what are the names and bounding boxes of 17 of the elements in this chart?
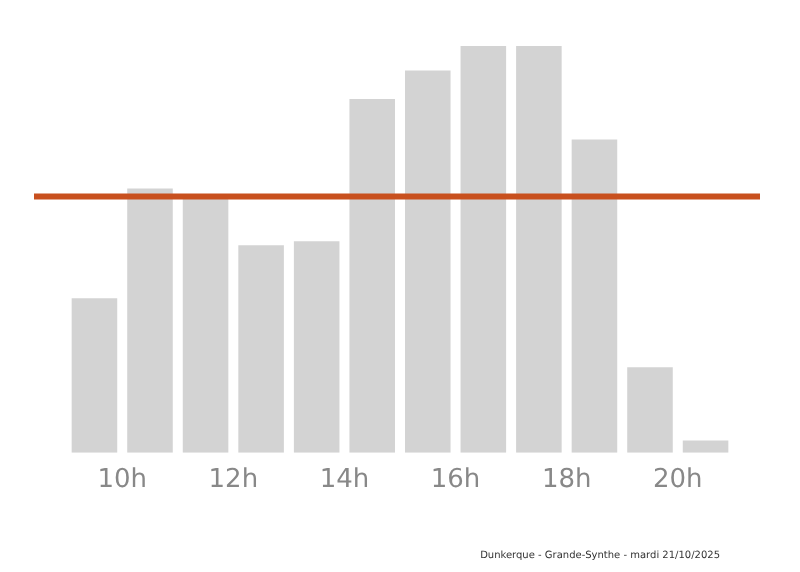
bar xyxy=(460,46,507,453)
x-tick-label: 16h xyxy=(430,465,481,496)
bar xyxy=(516,46,562,453)
bar xyxy=(571,139,618,453)
x-tick-label: 18h xyxy=(541,465,592,496)
x-tick-label: 10h xyxy=(97,465,147,496)
x-tick-label: 14h xyxy=(319,465,370,496)
x-tick-label: 20h xyxy=(653,465,703,496)
bar xyxy=(238,245,284,453)
bar xyxy=(405,70,451,453)
bar xyxy=(349,98,395,453)
bar xyxy=(293,241,340,453)
bar xyxy=(627,367,673,453)
bar xyxy=(71,298,118,453)
bar xyxy=(182,196,229,453)
bar xyxy=(127,188,173,453)
x-tick-label: 12h xyxy=(208,465,259,496)
